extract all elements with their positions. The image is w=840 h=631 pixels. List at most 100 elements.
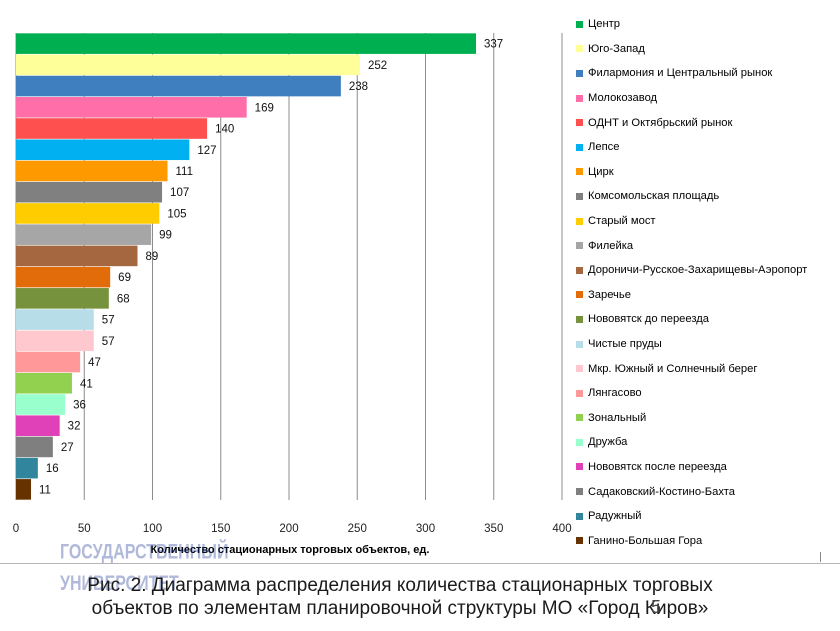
chart-x-ticks: 0 50 100 150 200 250 300 350 400 — [13, 523, 572, 535]
legend-item: Филейка — [576, 233, 838, 258]
page-divider — [0, 563, 840, 564]
legend-item: Филармония и Центральный рынок — [576, 61, 838, 86]
watermark-logo-text: ГОСУДАРСТВЕННЫЙ УНИВЕРСИТЕТ — [60, 541, 229, 595]
legend-label: Молокозавод — [588, 92, 658, 105]
legend-item: Мкр. Южный и Солнечный берег — [576, 356, 838, 381]
legend-item: Лянгасово — [576, 381, 838, 406]
bar — [16, 54, 360, 76]
bar-value-label: 127 — [197, 145, 216, 157]
legend-item: ОДНТ и Октябрьский рынок — [576, 110, 838, 135]
legend-swatch — [576, 389, 583, 397]
legend-item: Ганино-Большая Гора — [576, 528, 838, 553]
bar-value-label: 105 — [167, 208, 186, 220]
x-tick-label: 50 — [78, 523, 91, 535]
bar-value-label: 99 — [159, 230, 172, 242]
legend-label: Филармония и Центральный рынок — [588, 67, 773, 80]
bar-value-label: 252 — [368, 60, 387, 72]
legend-label: Дороничи-Русское-Захарищевы-Аэропорт — [588, 264, 808, 277]
bar-value-label: 69 — [118, 272, 131, 284]
bar — [16, 309, 94, 330]
legend-label: Старый мост — [588, 215, 656, 228]
bar — [16, 415, 60, 436]
legend-item: Садаковский-Костино-Бахта — [576, 479, 838, 504]
bar — [16, 75, 341, 97]
chart-bars — [16, 33, 477, 500]
legend-label: Зональный — [588, 411, 647, 424]
legend-swatch — [576, 463, 583, 471]
legend-swatch — [576, 266, 583, 274]
legend-item: Юго-Запад — [576, 37, 838, 62]
legend-swatch — [576, 414, 583, 422]
legend-swatch — [576, 94, 583, 102]
legend-label: Нововятск до переезда — [588, 313, 710, 326]
legend-swatch — [576, 242, 583, 250]
bar-value-label: 238 — [349, 81, 368, 93]
bar — [16, 33, 477, 54]
legend-swatch — [576, 291, 583, 299]
bar-value-label: 11 — [39, 484, 51, 496]
legend-swatch — [576, 192, 583, 200]
bar-value-label: 68 — [117, 293, 130, 305]
legend-item: Заречье — [576, 283, 838, 308]
bar — [16, 457, 38, 479]
bar — [16, 479, 32, 500]
legend-item: Молокозавод — [576, 86, 838, 111]
bar — [16, 139, 190, 161]
bar — [16, 351, 81, 373]
legend-item: Зональный — [576, 406, 838, 431]
x-tick-label: 0 — [13, 523, 19, 535]
x-tick-label: 250 — [348, 523, 367, 535]
bar-value-label: 169 — [255, 102, 274, 114]
legend-label: Заречье — [588, 288, 631, 301]
legend-swatch — [576, 45, 583, 53]
bar — [16, 160, 168, 182]
x-axis-label: Количество стационарных торговых объекто… — [151, 544, 430, 556]
x-tick-label: 350 — [484, 523, 503, 535]
bar — [16, 203, 160, 224]
legend-item: Старый мост — [576, 209, 838, 234]
x-tick-label: 400 — [552, 523, 571, 535]
bar-value-label: 111 — [176, 166, 193, 178]
legend-label: Ганино-Большая Гора — [588, 534, 703, 547]
bar-value-label: 27 — [61, 442, 74, 454]
bar-value-label: 107 — [170, 187, 189, 199]
bar-value-label: 337 — [484, 39, 503, 51]
bar — [16, 266, 111, 288]
legend-swatch — [576, 20, 583, 28]
legend-label: Филейка — [588, 239, 634, 252]
legend-swatch — [576, 537, 583, 545]
legend-item: Нововятск до переезда — [576, 307, 838, 332]
legend-label: Юго-Запад — [588, 42, 645, 55]
bar-value-label: 36 — [73, 399, 86, 411]
bar — [16, 394, 66, 415]
legend-label: Лянгасово — [588, 387, 642, 400]
page-divider-mark — [820, 552, 833, 562]
legend-item: Комсомольская площадь — [576, 184, 838, 209]
x-tick-label: 150 — [211, 523, 230, 535]
legend-item: Радужный — [576, 504, 838, 529]
bar — [16, 330, 94, 352]
legend-swatch — [576, 69, 583, 77]
bar-chart: 3372522381691401271111071059989696857574… — [13, 33, 572, 556]
legend-label: Чистые пруды — [588, 338, 662, 351]
bar-value-label: 32 — [68, 421, 81, 433]
bar — [16, 288, 109, 309]
bar — [16, 224, 152, 245]
legend-swatch — [576, 512, 583, 520]
legend-swatch — [576, 365, 583, 373]
legend-label: Мкр. Южный и Солнечный берег — [588, 362, 758, 375]
figure-caption: Рис. 2. Диаграмма распределения количест… — [0, 574, 800, 620]
legend-label: Радужный — [588, 510, 642, 523]
legend-swatch — [576, 143, 583, 151]
legend-item: Дружба — [576, 430, 838, 455]
legend-label: Комсомольская площадь — [588, 190, 720, 203]
caption-line-2: объектов по элементам планировочной стру… — [91, 598, 709, 619]
bar-value-label: 41 — [80, 378, 93, 390]
legend-item: Центр — [576, 12, 838, 37]
legend-label: Садаковский-Костино-Бахта — [588, 485, 736, 498]
legend-swatch — [576, 168, 583, 176]
chart-legend: Центр Юго-Запад Филармония и Центральный р… — [576, 12, 838, 553]
legend-label: Цирк — [588, 165, 614, 178]
page-number: 5 — [651, 597, 662, 617]
legend-label: Центр — [588, 18, 621, 31]
